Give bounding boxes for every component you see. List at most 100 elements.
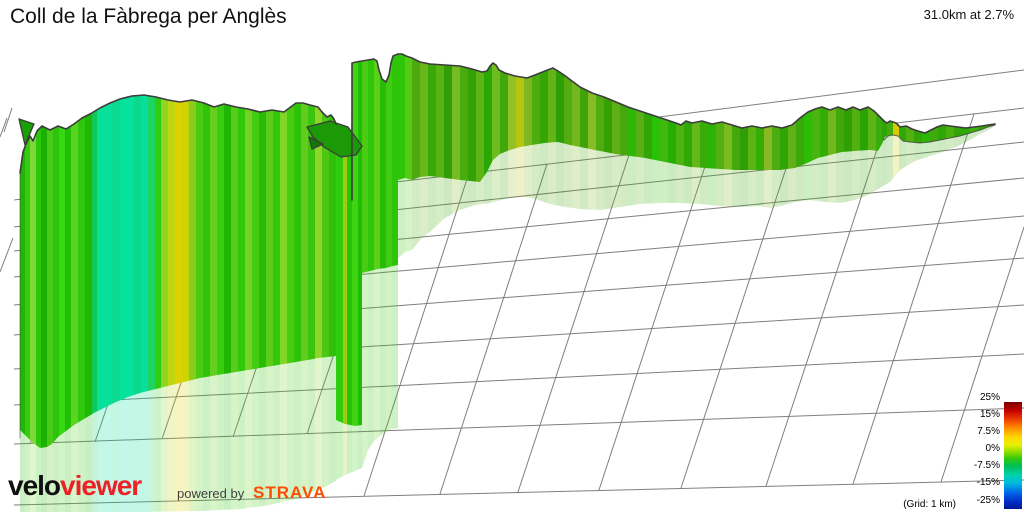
grid-scale-note: (Grid: 1 km) bbox=[903, 499, 956, 510]
floor-grid-line bbox=[598, 144, 713, 491]
wall-stripe bbox=[352, 61, 358, 427]
wall-stripe bbox=[899, 126, 906, 142]
wall-stripe bbox=[652, 115, 660, 161]
skirt-stripe bbox=[652, 159, 660, 204]
skirt-stripe bbox=[764, 170, 772, 208]
legend-label: -15% bbox=[976, 477, 1000, 489]
wall-stripe bbox=[392, 54, 398, 267]
wall-stripe bbox=[572, 81, 580, 147]
legend-label: -25% bbox=[976, 494, 1000, 506]
skirt-stripe bbox=[436, 176, 444, 227]
wall-stripe bbox=[301, 103, 308, 362]
wall-stripe bbox=[508, 73, 516, 151]
skirt-stripe bbox=[524, 145, 532, 199]
skirt-stripe bbox=[532, 143, 540, 201]
wall-stripe bbox=[294, 103, 301, 363]
skirt-stripe bbox=[836, 151, 844, 203]
wall-stripe bbox=[836, 107, 844, 154]
skirt-stripe bbox=[161, 386, 168, 512]
wall-stripe bbox=[59, 126, 65, 437]
wall-stripe bbox=[231, 105, 238, 373]
skirt-stripe bbox=[168, 384, 175, 512]
wall-stripe bbox=[161, 98, 168, 388]
wall-stripe bbox=[852, 107, 860, 152]
wall-stripe bbox=[428, 63, 436, 177]
ridge-outline bbox=[883, 124, 996, 144]
skirt-stripe bbox=[820, 155, 828, 203]
skirt-stripe bbox=[59, 431, 65, 512]
wall-stripe bbox=[906, 126, 914, 143]
wall-stripe bbox=[120, 95, 134, 401]
skirt-stripe bbox=[120, 395, 134, 512]
strava-logo[interactable]: STRAVA bbox=[253, 483, 327, 502]
wall-stripe bbox=[668, 120, 676, 165]
skirt-stripe bbox=[347, 424, 352, 475]
skirt-stripe bbox=[134, 392, 141, 512]
skirt-stripe bbox=[882, 136, 887, 187]
wall-stripe bbox=[183, 100, 189, 383]
wall-stripe bbox=[238, 107, 245, 372]
skirt-stripe bbox=[405, 178, 412, 252]
wall-stripe bbox=[844, 107, 852, 152]
skirt-stripe bbox=[196, 377, 203, 512]
skirt-stripe bbox=[962, 133, 970, 144]
skirt-stripe bbox=[452, 178, 460, 215]
floor-grid-line bbox=[13, 479, 1024, 506]
skirt-stripe bbox=[374, 268, 380, 442]
wall-stripe bbox=[596, 94, 604, 152]
skirt-stripe bbox=[812, 157, 820, 202]
wall-stripe bbox=[788, 121, 796, 169]
wall-stripe bbox=[882, 119, 887, 144]
wall-stripe bbox=[112, 99, 120, 404]
skirt-stripe bbox=[85, 414, 92, 512]
wall-stripe bbox=[540, 69, 548, 144]
skirt-stripe bbox=[772, 170, 780, 208]
wall-stripe bbox=[556, 69, 564, 144]
wall-stripe bbox=[708, 122, 716, 169]
skirt-stripe bbox=[500, 150, 508, 201]
wall-stripe bbox=[224, 104, 231, 374]
skirt-stripe bbox=[628, 155, 636, 206]
skirt-stripe bbox=[804, 160, 812, 201]
wall-stripe bbox=[954, 126, 962, 138]
wall-stripe bbox=[740, 126, 748, 170]
skirt-stripe bbox=[65, 427, 71, 512]
skirt-stripe bbox=[358, 425, 362, 470]
wall-stripe bbox=[308, 104, 315, 360]
skirt-stripe bbox=[876, 144, 882, 191]
wall-stripe bbox=[532, 73, 540, 145]
skirt-stripe bbox=[259, 367, 266, 507]
skirt-stripe bbox=[36, 445, 41, 512]
skirt-stripe bbox=[252, 368, 259, 508]
skirt-stripe bbox=[612, 153, 620, 209]
wall-stripe bbox=[25, 136, 30, 440]
wall-stripe bbox=[620, 103, 628, 156]
wall-stripe bbox=[628, 107, 636, 157]
skirt-stripe bbox=[47, 442, 53, 512]
wall-stripe bbox=[660, 117, 668, 163]
skirt-stripe bbox=[899, 136, 906, 172]
skirt-stripe bbox=[930, 140, 938, 156]
skirt-stripe bbox=[788, 167, 796, 204]
wall-stripe bbox=[604, 97, 612, 154]
skirt-stripe bbox=[914, 142, 922, 162]
skirt-stripe bbox=[273, 364, 280, 505]
fold-wedge bbox=[308, 136, 324, 150]
wall-stripe bbox=[914, 129, 922, 143]
skirt-stripe bbox=[946, 137, 954, 151]
skirt-stripe bbox=[887, 135, 893, 184]
skirt-stripe bbox=[970, 130, 978, 140]
skirt-stripe bbox=[716, 168, 724, 207]
wall-stripe bbox=[684, 121, 692, 168]
powered-by-label: powered by bbox=[177, 486, 245, 501]
veloviewer-logo[interactable]: veloviewer bbox=[8, 470, 142, 502]
skirt-stripe bbox=[183, 380, 189, 512]
skirt-stripe bbox=[796, 164, 804, 202]
wall-stripe bbox=[175, 101, 183, 385]
ridge-outline bbox=[351, 53, 996, 201]
skirt-stripe bbox=[71, 422, 78, 512]
wall-stripe bbox=[922, 130, 930, 143]
skirt-stripe bbox=[112, 400, 120, 512]
skirt-stripe bbox=[580, 147, 588, 210]
wall-stripe bbox=[65, 125, 71, 432]
